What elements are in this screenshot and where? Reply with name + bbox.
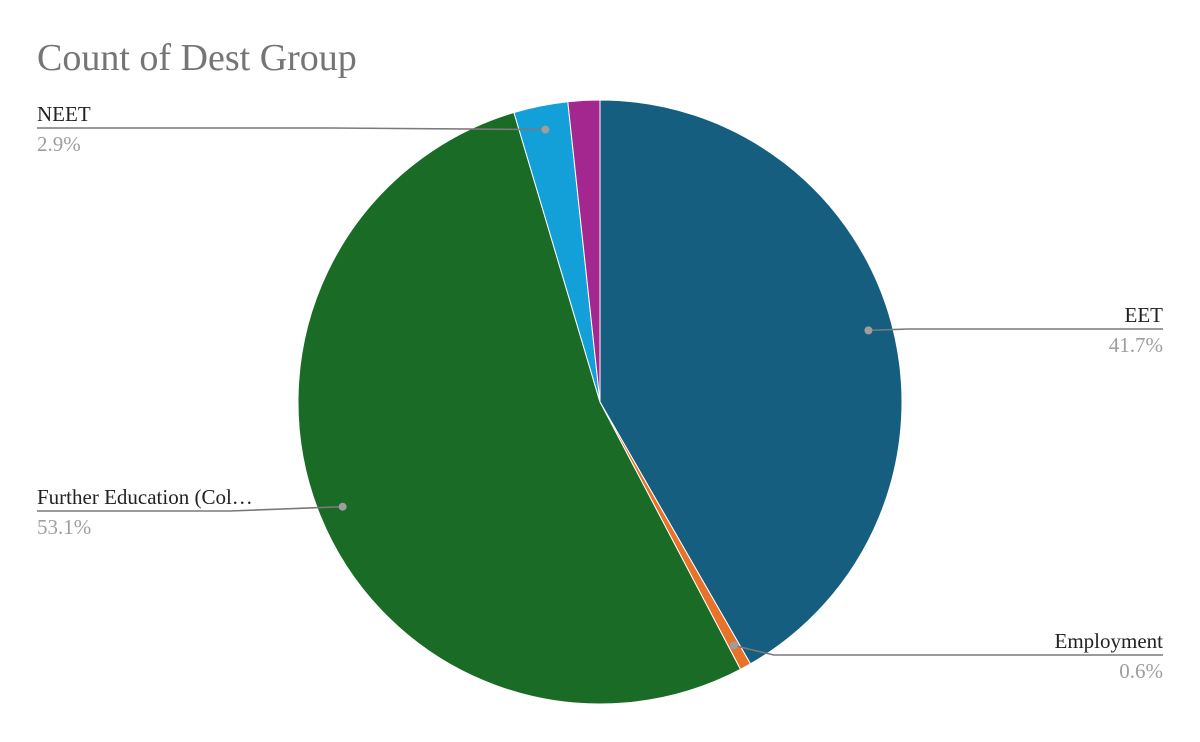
chart-title: Count of Dest Group: [37, 37, 357, 79]
leader-line: [733, 644, 1163, 656]
slice-label-name: Further Education (Col…: [37, 485, 253, 509]
leader-dot: [864, 326, 873, 335]
slice-label-name: Employment: [1055, 629, 1164, 653]
leader-line: [37, 127, 546, 131]
slice-label-eet: EET 41.7%: [864, 303, 1163, 357]
pie-slice-eet[interactable]: [599, 99, 903, 665]
slice-label-name: NEET: [37, 102, 91, 126]
slice-label-percent: 41.7%: [1109, 333, 1163, 357]
leader-dot: [541, 125, 550, 134]
slice-label-percent: 0.6%: [1119, 659, 1163, 683]
leader-dot: [338, 502, 347, 511]
slice-label-employment: Employment 0.6%: [729, 629, 1164, 683]
leader-dot: [729, 641, 738, 650]
leader-line: [868, 328, 1163, 332]
slice-label-percent: 2.9%: [37, 132, 81, 156]
slice-label-name: EET: [1125, 303, 1164, 327]
slice-label-neet: NEET 2.9%: [37, 102, 550, 156]
pie-slice-slice-4[interactable]: [567, 99, 601, 403]
slice-label-percent: 53.1%: [37, 515, 91, 539]
slice-labels: EET 41.7% Employment 0.6% Further Education …: [37, 102, 1163, 683]
leader-line: [37, 505, 343, 512]
slice-label-further-education-col: Further Education (Col… 53.1%: [37, 485, 347, 539]
pie-slices: [297, 99, 903, 705]
pie-slice-further-education-col[interactable]: [297, 111, 742, 705]
